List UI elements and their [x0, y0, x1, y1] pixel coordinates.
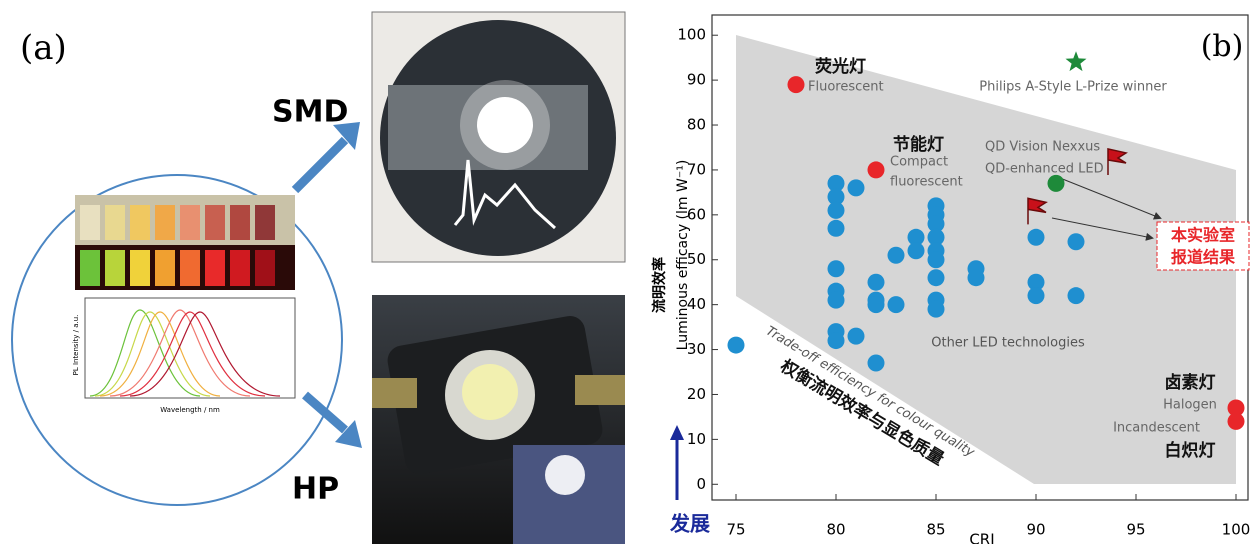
y-axis-label: Luminous efficacy (lm W⁻¹): [675, 160, 691, 351]
y-axis-label-cn: 流明效率: [651, 257, 668, 313]
vials-uv: [75, 245, 295, 290]
annotation: QD Vision Nexxus: [985, 140, 1100, 155]
annotation: Halogen: [1163, 398, 1217, 413]
x-tick-label: 95: [1126, 521, 1145, 539]
annotation: Incandescent: [1113, 421, 1200, 436]
annotation: 白炽灯: [1165, 440, 1216, 461]
point: [828, 220, 845, 237]
point: [1228, 413, 1245, 430]
inset-x-label: Wavelength / nm: [160, 406, 220, 414]
point: [848, 328, 865, 345]
y-tick-label: 0: [696, 475, 706, 493]
y-tick-label: 100: [677, 26, 706, 44]
point: [848, 179, 865, 196]
point: [868, 355, 885, 372]
x-tick-label: 80: [826, 521, 845, 539]
annotation: Compact: [890, 155, 948, 170]
point: [968, 269, 985, 286]
arrow: [295, 140, 345, 190]
trend-label: 发展: [669, 512, 710, 536]
inset-plot: PL Intensity / a.u. Wavelength / nm: [72, 298, 295, 414]
point: [1028, 287, 1045, 304]
point: [788, 76, 805, 93]
annotation: Other LED technologies: [931, 336, 1085, 351]
inset-y-label: PL Intensity / a.u.: [72, 315, 80, 376]
point: [828, 332, 845, 349]
annotation: fluorescent: [890, 175, 963, 190]
panel-label: (b): [1201, 29, 1244, 64]
point: [1068, 233, 1085, 250]
point: [1028, 229, 1045, 246]
point: [868, 296, 885, 313]
point: [828, 260, 845, 277]
annotation: 节能灯: [893, 134, 944, 155]
point: [1068, 287, 1085, 304]
point: [828, 292, 845, 309]
x-tick-label: 90: [1026, 521, 1045, 539]
annotation: Philips A-Style L-Prize winner: [979, 80, 1167, 95]
annotation: 卤素灯: [1165, 372, 1216, 393]
point: [888, 247, 905, 264]
annotation: 荧光灯: [815, 56, 866, 77]
photo-smd: [372, 12, 625, 262]
y-tick-label: 10: [687, 430, 706, 448]
smd-label: SMD: [272, 95, 348, 130]
y-tick-label: 20: [687, 385, 706, 403]
point: [928, 301, 945, 318]
annotation: QD-enhanced LED: [985, 162, 1104, 177]
y-tick-label: 80: [687, 116, 706, 134]
point: [868, 274, 885, 291]
figure: (a) PL Intensity / a.u. Wavelength / nm: [0, 0, 1255, 544]
point: [908, 242, 925, 259]
x-tick-label: 75: [726, 521, 745, 539]
annotation: 报道结果: [1171, 248, 1235, 267]
panel-a: (a) PL Intensity / a.u. Wavelength / nm: [12, 12, 625, 544]
point: [928, 269, 945, 286]
panel-label: (a): [20, 28, 67, 68]
trend-arrow-head: [670, 425, 684, 440]
point: [928, 251, 945, 268]
point: [1048, 175, 1065, 192]
annotation: Fluorescent: [808, 80, 884, 95]
x-axis-label: CRI: [969, 531, 994, 544]
photo-hp: [372, 295, 625, 544]
x-tick-label: 100: [1222, 521, 1251, 539]
point: [888, 296, 905, 313]
point: [728, 337, 745, 354]
hp-label: HP: [292, 472, 339, 507]
point: [868, 161, 885, 178]
y-tick-label: 90: [687, 71, 706, 89]
point: [828, 202, 845, 219]
annotation: 本实验室: [1171, 226, 1235, 245]
x-tick-label: 85: [926, 521, 945, 539]
